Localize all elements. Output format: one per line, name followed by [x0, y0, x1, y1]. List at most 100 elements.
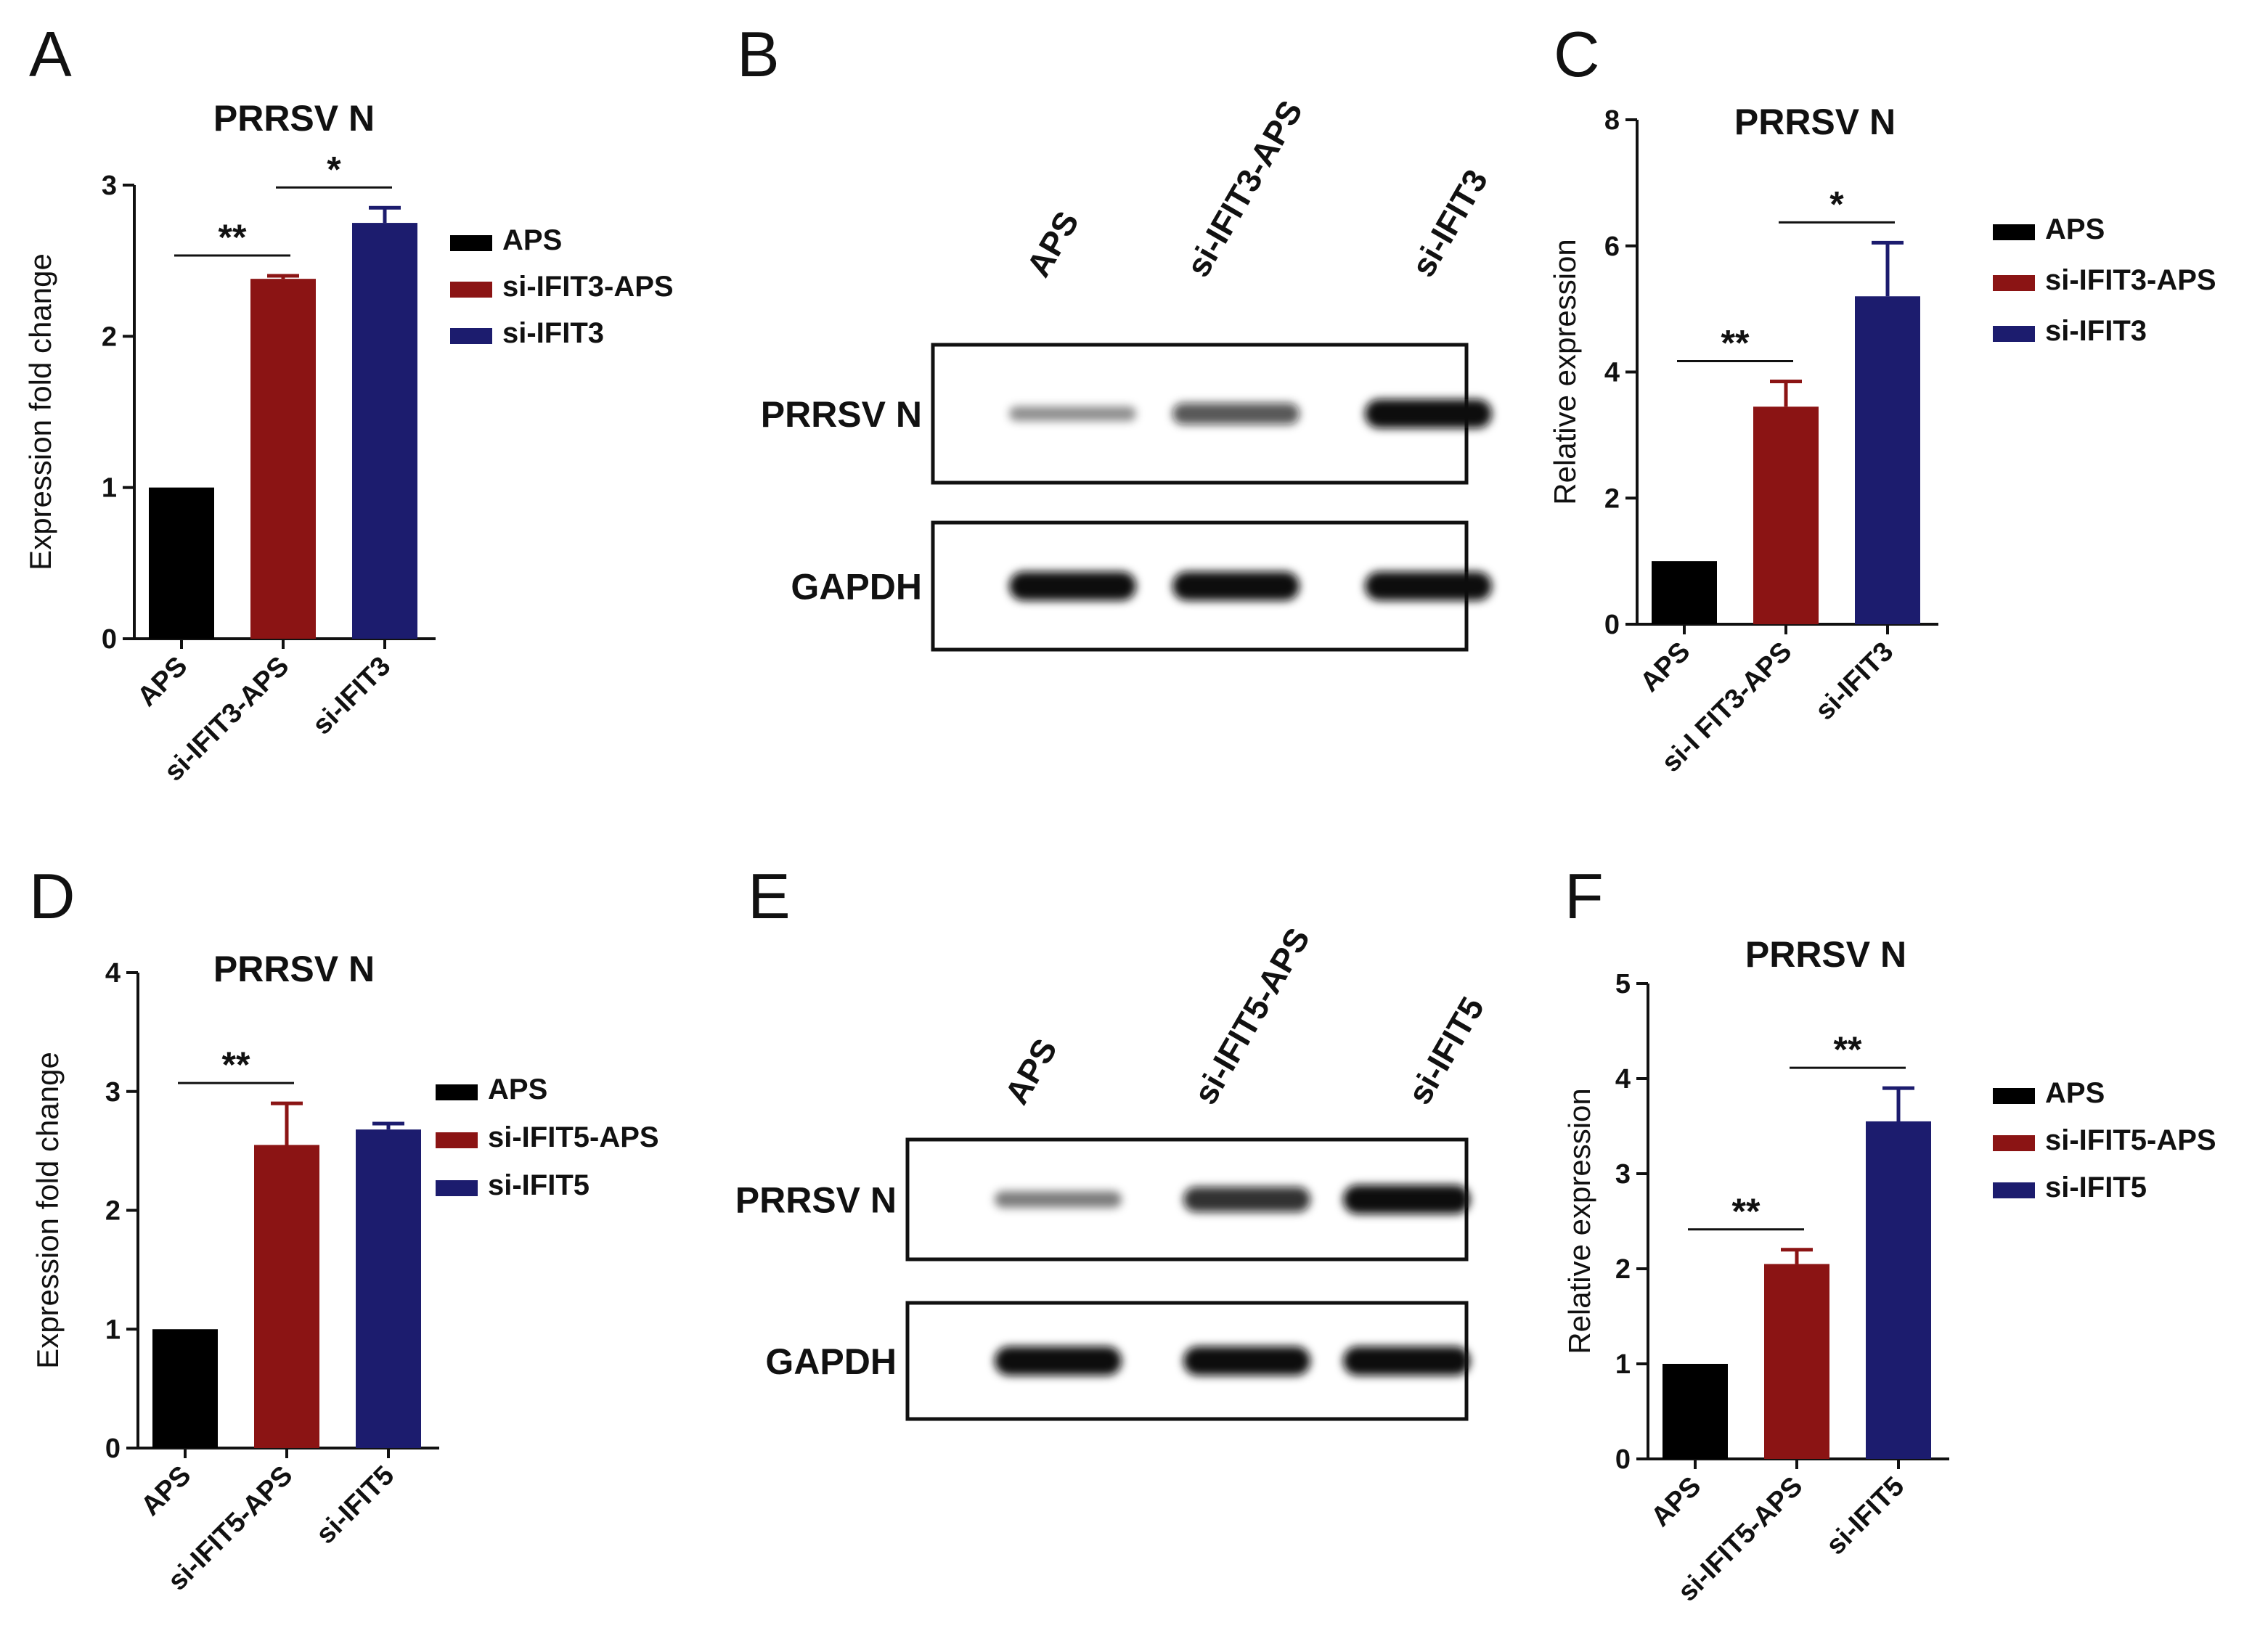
legend-entry: APS	[502, 224, 562, 256]
legend-entry: si-IFIT3-APS	[2045, 264, 2216, 296]
chart-f: PRRSV N 0 1 2 3 4 5 Relative expression APS si-IF…	[1562, 934, 2216, 1608]
legend-swatch	[450, 328, 492, 344]
legend-entry: si-IFIT3	[502, 317, 604, 349]
y-axis-label: Relative expression	[1562, 1088, 1596, 1354]
y-tick-label: 0	[1615, 1444, 1631, 1475]
y-tick-label: 3	[102, 171, 117, 201]
y-tick-label: 0	[102, 624, 117, 655]
y-tick-label: 3	[1615, 1159, 1631, 1190]
significance-marker: **	[1732, 1191, 1761, 1232]
significance-marker: **	[1834, 1029, 1862, 1070]
legend-swatch	[1993, 275, 2035, 291]
x-category-label: si-IFIT5	[1821, 1471, 1911, 1561]
legend-entry: APS	[2045, 213, 2105, 245]
y-tick-label: 5	[1615, 969, 1631, 999]
bar-3	[1866, 1121, 1931, 1459]
blot-band	[1343, 1346, 1470, 1375]
blot-row-label: GAPDH	[765, 1341, 897, 1382]
chart-title: PRRSV N	[213, 949, 375, 989]
bar-1	[1663, 1364, 1728, 1459]
legend-entry: APS	[488, 1074, 547, 1105]
panel-label-b: B	[737, 18, 780, 90]
significance-marker: **	[1721, 323, 1750, 364]
bar-3	[352, 223, 417, 639]
significance-marker: *	[327, 149, 341, 189]
blot-band	[1183, 1346, 1310, 1375]
x-category-label: si-IFIT3	[307, 651, 397, 741]
legend-swatch	[1993, 224, 2035, 240]
bar-2	[254, 1145, 319, 1448]
blot-band	[1343, 1185, 1470, 1214]
significance-marker: **	[222, 1044, 250, 1085]
legend-swatch	[1993, 1182, 2035, 1198]
y-axis-label: Expression fold change	[23, 253, 57, 571]
western-blot-e: APS si-IFIT5-APS si-IFIT5 PRRSV N GAPDH	[735, 921, 1491, 1421]
blot-row-label: PRRSV N	[735, 1180, 897, 1221]
x-category-label: si-IFIT3	[1810, 637, 1900, 727]
panel-label-c: C	[1554, 18, 1600, 90]
bar-1	[152, 1329, 218, 1448]
blot-band	[1365, 571, 1492, 601]
blot-row-label: PRRSV N	[761, 394, 922, 435]
legend-entry: si-IFIT3-APS	[502, 271, 674, 303]
x-category-label: si-IFIT5	[311, 1460, 401, 1550]
bar-1	[149, 487, 214, 639]
x-category-label: APS	[1634, 637, 1696, 698]
lane-label: APS	[1019, 205, 1086, 283]
panel-label-d: D	[29, 860, 76, 932]
y-tick-label: 1	[102, 473, 117, 504]
legend-swatch	[436, 1180, 478, 1196]
lane-label: APS	[998, 1032, 1064, 1111]
panel-label-a: A	[29, 18, 72, 90]
significance-marker: *	[1829, 184, 1844, 224]
blot-band	[1172, 571, 1300, 601]
y-tick-label: 1	[105, 1314, 121, 1345]
y-tick-label: 3	[105, 1077, 121, 1108]
legend-swatch	[450, 235, 492, 251]
chart-title: PRRSV N	[1734, 102, 1896, 142]
legend-entry: si-IFIT3	[2045, 315, 2147, 347]
blot-band	[1172, 403, 1300, 425]
blot-band	[1183, 1187, 1310, 1212]
y-tick-label: 2	[1604, 483, 1620, 514]
lane-label: si-IFIT3	[1404, 163, 1496, 283]
bar-2	[1753, 406, 1819, 624]
x-category-label: APS	[131, 651, 193, 713]
bar-2	[250, 279, 316, 639]
y-tick-label: 4	[1604, 358, 1620, 388]
x-category-label: APS	[135, 1460, 197, 1522]
lane-label: si-IFIT5-APS	[1186, 921, 1318, 1111]
y-tick-label: 2	[102, 322, 117, 352]
chart-a: PRRSV N 0 1 2 3 Expression fold change APS si-I…	[23, 98, 674, 788]
western-blot-b: APS si-IFIT3-APS si-IFIT3 PRRSV N GAPDH	[761, 94, 1496, 652]
y-tick-label: 0	[105, 1434, 121, 1464]
bar-2	[1764, 1264, 1829, 1459]
legend-entry: APS	[2045, 1077, 2105, 1109]
bar-3	[1855, 296, 1920, 624]
blot-row-label: GAPDH	[791, 567, 922, 608]
significance-marker: **	[219, 217, 247, 258]
blot-band	[1009, 571, 1136, 601]
blot-band	[1365, 399, 1492, 428]
chart-title: PRRSV N	[1745, 934, 1906, 975]
y-tick-label: 4	[1615, 1064, 1631, 1095]
legend-entry: si-IFIT5	[2045, 1171, 2147, 1203]
legend-entry: si-IFIT5	[488, 1169, 589, 1201]
chart-d: PRRSV N 0 1 2 3 4 Expression fold change APS si-…	[30, 949, 659, 1597]
y-tick-label: 2	[105, 1196, 121, 1227]
legend-swatch	[436, 1084, 478, 1100]
legend-entry: si-IFIT5-APS	[2045, 1124, 2216, 1156]
bar-1	[1652, 561, 1717, 624]
y-tick-label: 8	[1604, 105, 1620, 136]
bar-3	[356, 1129, 421, 1448]
blot-band	[995, 1346, 1122, 1375]
blot-band	[1009, 406, 1136, 422]
y-tick-label: 6	[1604, 232, 1620, 262]
y-tick-label: 2	[1615, 1254, 1631, 1285]
legend-swatch	[450, 282, 492, 298]
blot-band	[995, 1190, 1122, 1209]
lane-label: si-IFIT3-APS	[1179, 94, 1310, 283]
legend-swatch	[1993, 1088, 2035, 1104]
y-tick-label: 1	[1615, 1349, 1631, 1380]
